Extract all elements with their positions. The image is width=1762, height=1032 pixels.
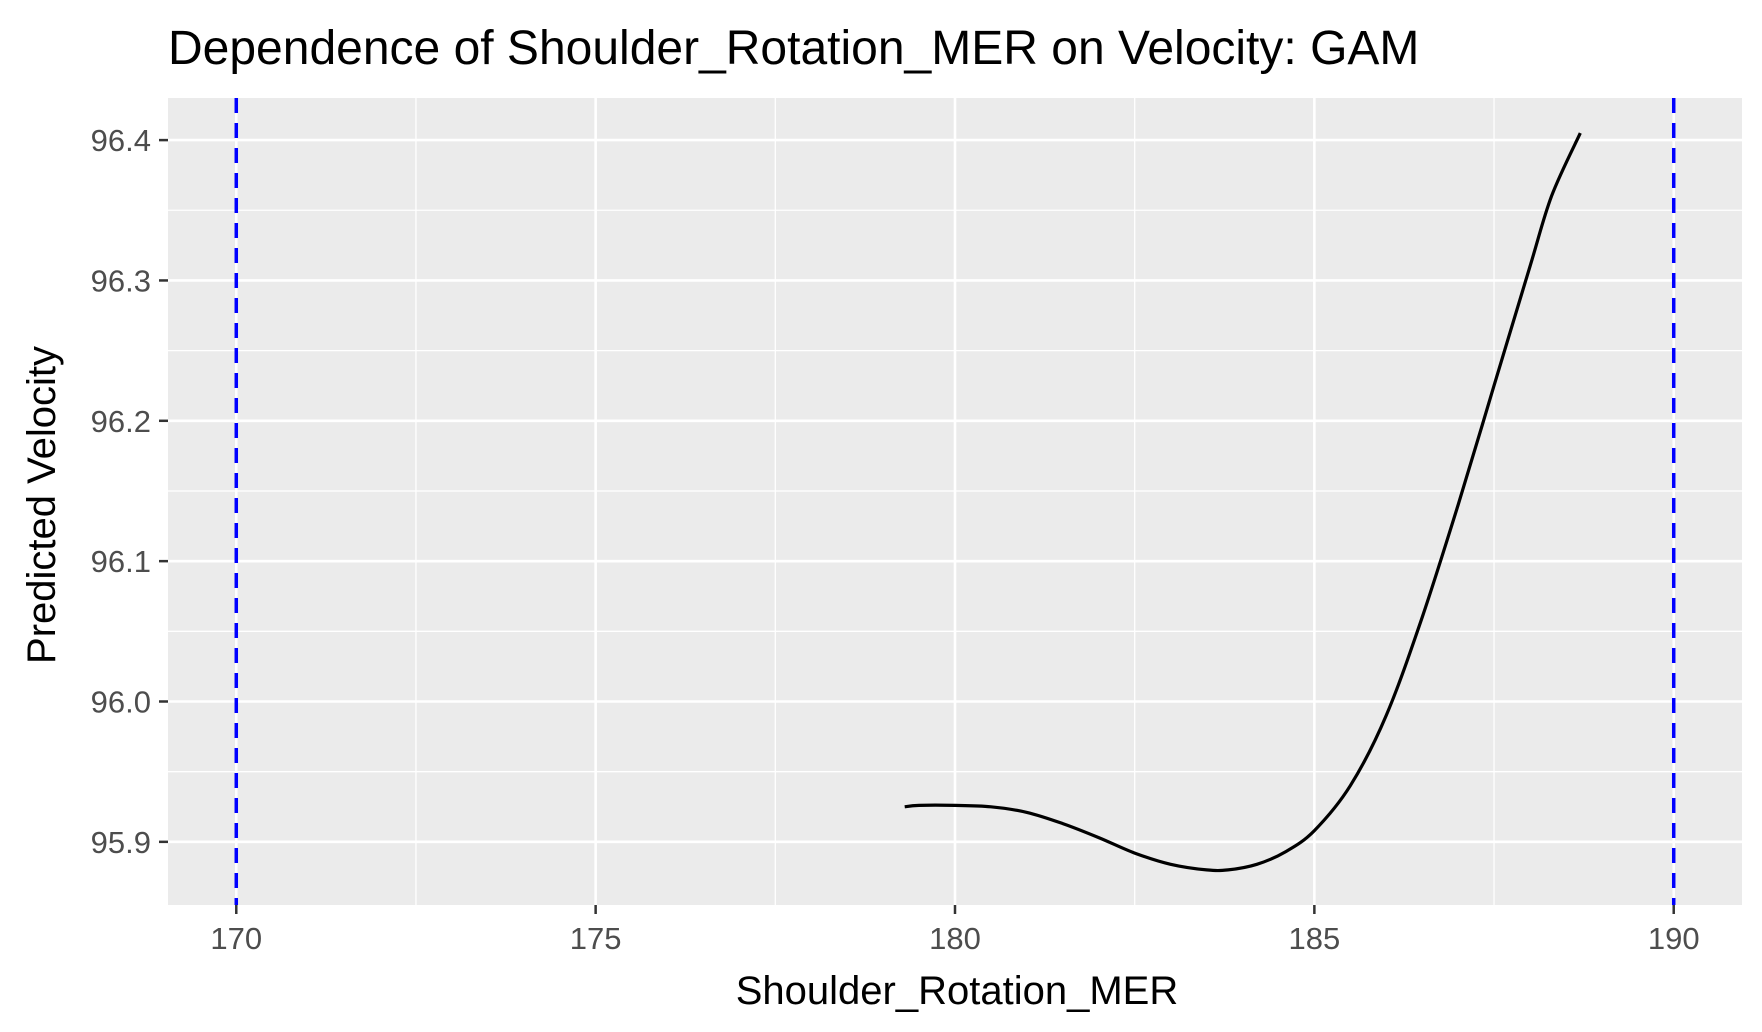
x-axis-title: Shoulder_Rotation_MER	[736, 969, 1178, 1013]
gam-curve-line	[904, 132, 1582, 873]
x-tick-label: 180	[929, 921, 981, 956]
x-axis: 170 175 180 185 190	[210, 905, 1700, 956]
y-tick-label: 96.1	[91, 544, 151, 579]
y-axis: 95.9 96.0 96.1 96.2 96.3 96.4	[91, 123, 168, 860]
y-axis-title: Predicted Velocity	[20, 346, 64, 664]
y-tick-label: 96.3	[91, 263, 151, 298]
y-tick-label: 96.0	[91, 684, 151, 719]
reference-lines	[234, 98, 1676, 905]
chart-title: Dependence of Shoulder_Rotation_MER on V…	[168, 22, 1419, 75]
series-layer	[904, 132, 1582, 873]
y-tick-label: 95.9	[91, 825, 151, 860]
x-tick-label: 190	[1648, 921, 1700, 956]
x-tick-label: 170	[210, 921, 262, 956]
y-tick-label: 96.4	[91, 123, 151, 158]
x-tick-label: 185	[1288, 921, 1340, 956]
y-tick-label: 96.2	[91, 404, 151, 439]
x-tick-label: 175	[570, 921, 622, 956]
